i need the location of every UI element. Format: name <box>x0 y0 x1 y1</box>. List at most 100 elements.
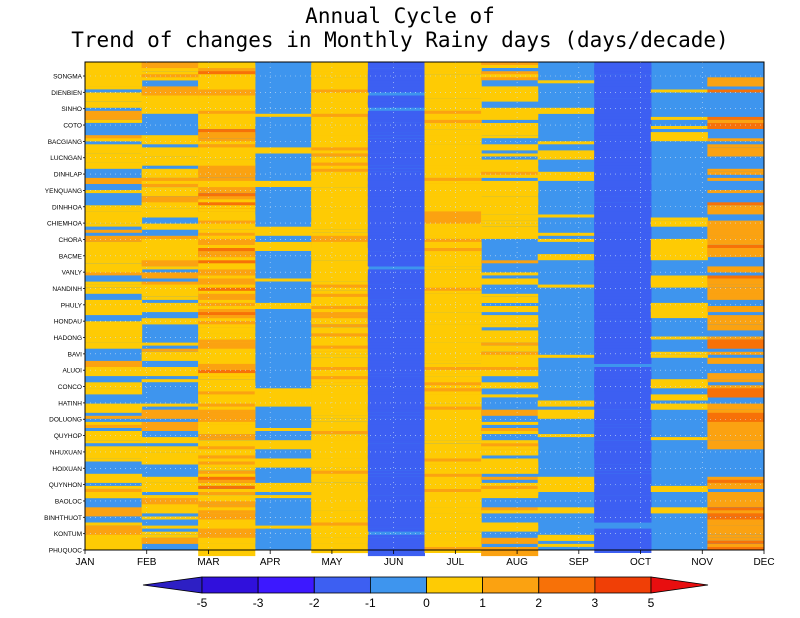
heatmap-cell <box>424 357 482 361</box>
heatmap-cell <box>707 89 765 93</box>
heatmap-cell <box>198 540 256 544</box>
y-tick-label: ALUOI <box>62 368 82 375</box>
y-tick-label: BACGIANG <box>48 139 82 146</box>
heatmap-cell <box>311 86 369 93</box>
heatmap-cell <box>424 150 482 154</box>
heatmap-cell <box>311 479 369 483</box>
colorbar-tick-label: -5 <box>197 596 208 610</box>
heatmap-cell <box>424 144 482 151</box>
heatmap-cell <box>707 391 765 398</box>
heatmap-cell <box>424 92 482 96</box>
heatmap-cell <box>367 370 425 373</box>
heatmap-cell <box>254 391 312 401</box>
heatmap-cell <box>141 62 199 72</box>
y-tick-label: PHUQUOC <box>49 548 83 555</box>
heatmap-cell <box>424 348 482 355</box>
heatmap-cell <box>481 525 539 529</box>
heatmap-cell <box>424 336 482 343</box>
heatmap-cell <box>707 147 765 157</box>
heatmap-cell <box>198 162 256 166</box>
heatmap-cell <box>198 312 256 316</box>
heatmap-cell <box>650 354 708 358</box>
heatmap-cell <box>85 211 143 218</box>
heatmap-cell <box>424 461 482 465</box>
heatmap-cell <box>594 83 652 87</box>
heatmap-cell <box>367 547 425 557</box>
heatmap-cell <box>650 126 708 129</box>
heatmap-cell <box>254 180 312 187</box>
heatmap-cell <box>141 302 199 309</box>
heatmap-cell <box>198 302 256 309</box>
heatmap-cell <box>424 205 482 212</box>
heatmap-cell <box>367 434 425 438</box>
heatmap-cell <box>424 275 482 279</box>
heatmap-cell <box>481 348 539 352</box>
heatmap-cell <box>594 470 652 474</box>
x-tick-label: JUL <box>446 557 464 568</box>
heatmap-cell <box>594 467 652 471</box>
x-tick-label: DEC <box>753 557 774 568</box>
heatmap-cell <box>85 95 143 99</box>
heatmap-cell <box>537 400 595 407</box>
heatmap-cell <box>594 370 652 377</box>
heatmap-cell <box>707 116 765 120</box>
heatmap-cell <box>141 260 199 267</box>
heatmap-cell <box>537 354 595 358</box>
heatmap-cell <box>311 150 369 154</box>
heatmap-cell <box>141 287 199 297</box>
heatmap-cell <box>424 385 482 389</box>
heatmap-cell <box>311 382 369 386</box>
heatmap-cell <box>198 232 256 236</box>
heatmap-cell <box>198 104 256 111</box>
heatmap-cell <box>85 223 143 227</box>
heatmap-cell <box>707 437 765 441</box>
heatmap-cell <box>707 379 765 383</box>
heatmap-cell <box>594 440 652 447</box>
y-tick-label: DINHLAP <box>54 172 82 179</box>
y-tick-label: QUYNHON <box>49 482 83 489</box>
heatmap-cell <box>594 162 652 169</box>
heatmap-cell <box>141 180 199 184</box>
heatmap-cell <box>424 248 482 255</box>
heatmap-cell <box>85 177 143 184</box>
heatmap-cell <box>481 86 539 96</box>
heatmap-cell <box>311 65 369 72</box>
heatmap-cell <box>481 223 539 227</box>
heatmap-cell <box>594 424 652 428</box>
y-tick-label: VANLY <box>62 270 83 277</box>
y-tick-label: LUCNGAN <box>50 155 82 162</box>
heatmap-cell <box>311 113 369 120</box>
y-tick-label: DOLUONG <box>49 417 82 424</box>
heatmap-cell <box>311 205 369 209</box>
heatmap-cell <box>198 254 256 261</box>
heatmap-cell <box>367 415 425 419</box>
heatmap-cell <box>198 327 256 334</box>
colorbar-tick-label: -2 <box>309 596 320 610</box>
heatmap-cell <box>367 126 425 133</box>
heatmap-cell <box>367 470 425 474</box>
heatmap-cell <box>367 525 425 529</box>
heatmap-cell <box>367 336 425 343</box>
colorbar-segment <box>594 576 652 594</box>
heatmap-cell <box>481 180 539 187</box>
heatmap-cell <box>141 202 199 209</box>
heatmap-cell <box>424 263 482 267</box>
heatmap-cell <box>85 214 143 218</box>
heatmap-cell <box>424 174 482 178</box>
heatmap-cell <box>367 116 425 120</box>
heatmap-cell <box>198 208 256 212</box>
heatmap-cell <box>367 281 425 285</box>
heatmap-cell <box>594 464 652 468</box>
heatmap-cell <box>481 95 539 99</box>
colorbar-tick-label: 2 <box>535 596 542 610</box>
heatmap-cell <box>367 65 425 68</box>
heatmap-cell <box>424 153 482 160</box>
heatmap-cell <box>707 482 765 489</box>
heatmap-cell <box>707 177 765 181</box>
heatmap-cell <box>594 281 652 285</box>
heatmap-cell <box>481 318 539 325</box>
heatmap-cell <box>594 360 652 364</box>
heatmap-cell <box>311 489 369 492</box>
heatmap-cell <box>85 281 143 285</box>
heatmap-cell <box>424 528 482 532</box>
